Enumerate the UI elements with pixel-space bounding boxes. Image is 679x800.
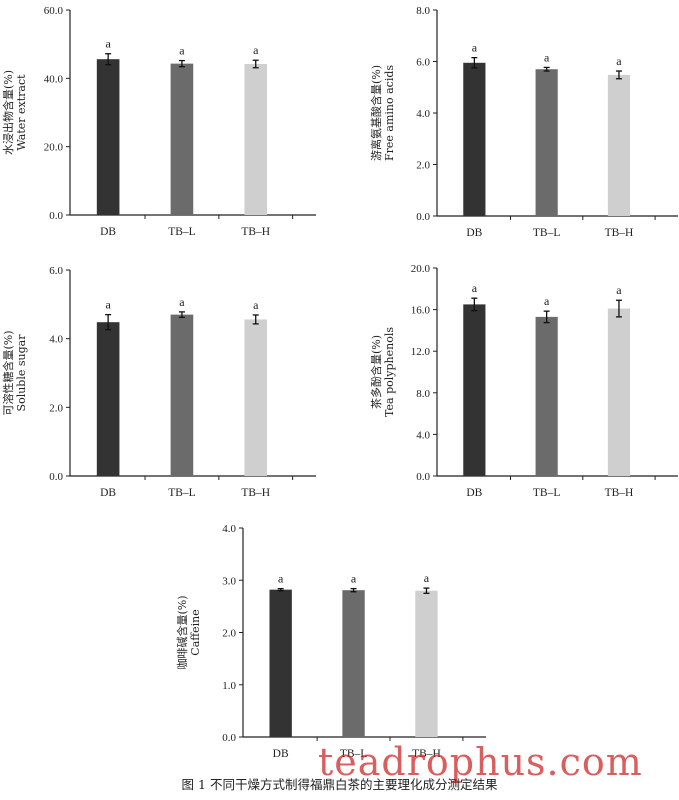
chart-panel-5: 0.0 1.0 2.0 3.0 4.0 a DB a TB–L a TB–H 咖啡碱含量(%)Caff…	[175, 523, 486, 760]
y-tick-label: 3.0	[222, 575, 236, 587]
y-axis-label: 茶多酚含量(%)Tea polyphenols	[369, 327, 396, 417]
x-category-label: TB–H	[412, 748, 441, 760]
significance-label: a	[472, 281, 478, 295]
bar-DB	[463, 62, 486, 216]
y-axis-label-cn: 茶多酚含量(%)	[369, 335, 383, 409]
y-tick-label: 40.0	[44, 73, 64, 85]
y-tick-label: 2.0	[416, 160, 430, 172]
y-tick-label: 0.0	[49, 471, 63, 483]
significance-label: a	[253, 298, 259, 312]
bar-TB–H	[244, 63, 268, 215]
y-axis-label-en: Tea polyphenols	[383, 327, 396, 417]
y-tick-label: 60.0	[44, 5, 64, 17]
bar-TB–L	[535, 316, 558, 476]
significance-label: a	[351, 572, 357, 586]
y-axis-label-cn: 游离氨基酸含量(%)	[369, 65, 383, 161]
y-tick-label: 20.0	[44, 142, 64, 154]
y-tick-label: 0.0	[416, 471, 430, 483]
x-category-label: TB–L	[340, 748, 367, 760]
bar-DB	[269, 589, 292, 737]
x-category-label: DB	[100, 487, 116, 499]
significance-label: a	[278, 572, 284, 586]
x-category-label: TB–H	[241, 226, 270, 238]
bar-DB	[96, 322, 120, 476]
y-tick-label: 8.0	[416, 5, 430, 17]
chart-panel-3: 0.0 2.0 4.0 6.0 a DB a TB–L a TB–H 可溶性糖含量(%)Solubl…	[1, 265, 316, 499]
bar-TB–L	[170, 314, 194, 476]
y-tick-label: 0.0	[416, 211, 430, 223]
y-axis-label-en: Water extract	[15, 74, 28, 151]
y-tick-label: 1.0	[222, 680, 236, 692]
x-category-label: DB	[466, 227, 482, 239]
bar-TB–L	[342, 590, 365, 737]
x-category-label: DB	[466, 487, 482, 499]
y-tick-label: 6.0	[416, 57, 430, 69]
y-tick-label: 4.0	[416, 429, 430, 441]
bar-TB–H	[607, 308, 631, 476]
x-category-label: TB–L	[168, 226, 195, 238]
bar-DB	[96, 59, 120, 216]
x-category-label: TB–L	[533, 227, 560, 239]
significance-label: a	[253, 43, 259, 57]
significance-label: a	[616, 283, 622, 297]
y-axis-label: 水浸出物含量(%)Water extract	[1, 70, 28, 155]
y-tick-label: 8.0	[416, 388, 430, 400]
y-axis-label-en: Free amino acids	[383, 65, 396, 161]
y-tick-label: 16.0	[411, 305, 431, 317]
significance-label: a	[424, 571, 430, 585]
significance-label: a	[179, 44, 185, 58]
significance-label: a	[472, 41, 478, 55]
bar-TB–H	[607, 74, 631, 216]
y-tick-label: 4.0	[416, 108, 430, 120]
figure-caption: 图 1 不同干燥方式制得福鼎白茶的主要理化成分测定结果	[181, 777, 498, 792]
y-tick-label: 12.0	[411, 346, 431, 358]
y-tick-label: 0.0	[222, 732, 236, 744]
y-axis-label-cn: 咖啡碱含量(%)	[175, 595, 189, 669]
bar-DB	[463, 304, 486, 476]
significance-label: a	[616, 54, 622, 68]
y-tick-label: 2.0	[222, 628, 236, 640]
y-axis-label-en: Soluble sugar	[15, 334, 28, 412]
bar-TB–L	[170, 63, 194, 216]
y-tick-label: 4.0	[222, 523, 236, 535]
y-tick-label: 4.0	[49, 334, 63, 346]
x-category-label: TB–H	[605, 487, 634, 499]
chart-panel-4: 0.0 4.0 8.0 12.0 16.0 20.0 a DB a TB–L a TB–H 茶多酚含量(…	[369, 263, 678, 499]
y-axis-label-cn: 可溶性糖含量(%)	[1, 330, 15, 415]
y-tick-label: 0.0	[49, 210, 63, 222]
significance-label: a	[179, 295, 185, 309]
watermark: teadrophus.com	[318, 740, 643, 784]
chart-panel-2: 0.0 2.0 4.0 6.0 8.0 a DB a TB–L a TB–H 游离氨基酸含量(%)Fr…	[369, 5, 678, 239]
significance-label: a	[544, 50, 550, 64]
significance-label: a	[544, 294, 550, 308]
x-category-label: TB–H	[605, 227, 634, 239]
x-category-label: DB	[273, 748, 289, 760]
bar-TB–L	[535, 69, 558, 216]
y-tick-label: 2.0	[49, 402, 63, 414]
x-category-label: TB–H	[241, 487, 270, 499]
bar-TB–H	[415, 590, 438, 737]
y-axis-label: 游离氨基酸含量(%)Free amino acids	[369, 65, 396, 161]
y-axis-label: 可溶性糖含量(%)Soluble sugar	[1, 330, 28, 415]
y-axis-label-en: Caffeine	[189, 609, 202, 655]
chart-panel-1: 0.0 20.0 40.0 60.0 a DB a TB–L a TB–H 水浸出物含量(%)Wat…	[1, 5, 316, 238]
y-axis-label-cn: 水浸出物含量(%)	[1, 70, 15, 155]
significance-label: a	[105, 37, 111, 51]
bar-TB–H	[244, 319, 268, 476]
x-category-label: TB–L	[168, 487, 195, 499]
x-category-label: TB–L	[533, 487, 560, 499]
y-axis-label: 咖啡碱含量(%)Caffeine	[175, 595, 202, 669]
y-tick-label: 20.0	[411, 263, 431, 275]
y-tick-label: 6.0	[49, 265, 63, 277]
x-category-label: DB	[100, 226, 116, 238]
significance-label: a	[105, 298, 111, 312]
